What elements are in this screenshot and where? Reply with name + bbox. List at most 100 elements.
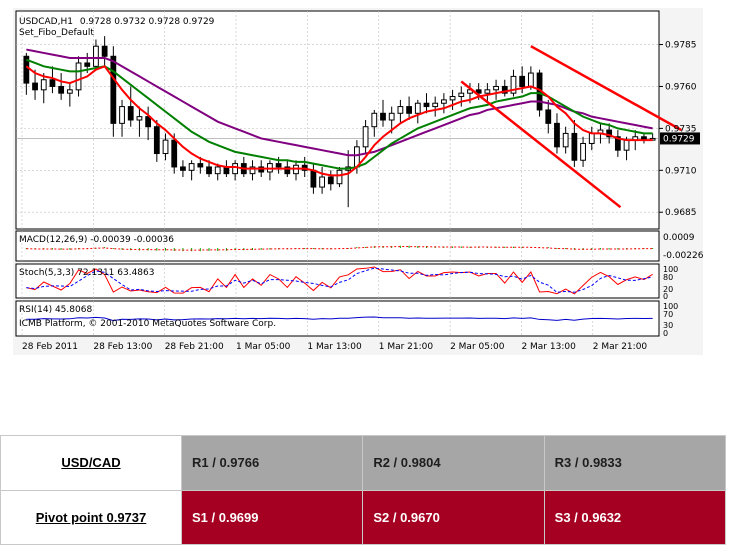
candle-body	[127, 106, 134, 121]
s2-cell: S2 / 0.9670	[362, 489, 545, 545]
price-tick-label: 0.9735	[665, 124, 697, 134]
ohlc-header: 0.9728 0.9732 0.9728 0.9729	[80, 17, 215, 27]
time-label: 1 Mar 05:00	[236, 342, 291, 352]
time-label: 28 Feb 21:00	[165, 342, 224, 352]
candle-body	[388, 112, 395, 121]
candle-body	[223, 166, 230, 175]
stoch-tick-label: 0	[663, 292, 668, 301]
candle-body	[623, 139, 630, 151]
candle-body	[110, 55, 117, 124]
r1-cell: R1 / 0.9766	[180, 435, 364, 491]
stoch-signal-line	[26, 267, 653, 293]
candle-body	[527, 72, 534, 87]
channel-layer	[460, 45, 682, 209]
time-label: 2 Mar 21:00	[593, 342, 648, 352]
candle-body	[32, 82, 38, 91]
price-tick-label: 0.9685	[665, 208, 697, 218]
macd-tick-label: -0.00226	[663, 251, 703, 261]
candle-body	[40, 79, 47, 91]
time-label: 2 Mar 13:00	[521, 342, 576, 352]
pair-cell: USD/CAD	[0, 435, 182, 491]
channel-upper-line	[530, 45, 682, 132]
time-label: 1 Mar 21:00	[379, 342, 434, 352]
candle-body	[119, 106, 125, 124]
copyright-label: ICMB Platform, © 2001-2010 MetaQuotes So…	[19, 319, 276, 329]
chart-svg: 28 Feb 2011 28 Feb 13:00 28 Feb 21:00 1 Mar…	[15, 10, 704, 352]
candle-body	[414, 102, 421, 114]
candle-body	[371, 112, 378, 128]
time-label: 28 Feb 2011	[22, 342, 78, 352]
current-price-label: 0.9729	[663, 134, 695, 144]
candle-body	[545, 109, 552, 124]
candle-body	[171, 139, 178, 168]
chart-title: USDCAD,H1 0.9728 0.9732 0.9728 0.9729	[19, 17, 215, 27]
candle-body	[180, 166, 186, 171]
candle-body	[580, 142, 586, 161]
stoch-label: Stoch(5,3,3) 72.1311 63.4863	[19, 268, 154, 278]
candle-body	[153, 126, 160, 155]
candle-body	[75, 62, 82, 91]
candle-body	[380, 112, 386, 121]
s1-cell: S1 / 0.9699	[180, 489, 364, 545]
template-label: Set_Fibo_Default	[19, 28, 94, 38]
support-row: Pivot point 0.9737 S1 / 0.9699 S2 / 0.96…	[0, 489, 727, 545]
candle-body	[214, 166, 221, 175]
candle-body	[206, 166, 212, 175]
time-label: 1 Mar 13:00	[307, 342, 362, 352]
candle-body	[614, 136, 621, 151]
macd-signal-line	[26, 246, 653, 251]
rsi-tick-label: 100	[663, 302, 678, 311]
price-chart: 28 Feb 2011 28 Feb 13:00 28 Feb 21:00 1 Mar…	[13, 8, 704, 355]
candle-body	[136, 116, 143, 121]
ma-red-line	[25, 65, 653, 177]
candle-body	[188, 163, 195, 171]
candle-body	[275, 163, 282, 168]
candle-body	[362, 126, 369, 148]
price-tick-label: 0.9760	[665, 82, 697, 92]
candle-body	[336, 169, 343, 185]
candle-body	[440, 99, 447, 104]
candle-body	[84, 62, 91, 67]
axis-layer: 28 Feb 2011 28 Feb 13:00 28 Feb 21:00 1 Mar…	[22, 41, 704, 352]
candle-body	[562, 132, 569, 148]
candle-body	[66, 89, 73, 94]
macd-label: MACD(12,26,9) -0.00039 -0.00036	[19, 235, 174, 245]
candle-body	[284, 166, 291, 175]
candle-body	[449, 96, 456, 101]
stoch-tick-label: 80	[663, 273, 673, 282]
candle-body	[327, 176, 334, 185]
ma-purple-line	[26, 48, 653, 157]
candle-body	[249, 166, 256, 175]
candle-body	[197, 163, 204, 168]
candle-body	[101, 45, 108, 57]
candle-body	[232, 163, 239, 175]
ma-layer	[25, 48, 653, 177]
candle-body	[475, 89, 482, 94]
candle-body	[554, 122, 560, 148]
price-tick-label: 0.9785	[665, 41, 697, 51]
stoch-main-line	[26, 266, 653, 295]
r2-cell: R2 / 0.9804	[362, 435, 545, 491]
candle-body	[606, 129, 613, 138]
grid-layer	[16, 11, 659, 336]
channel-lower-line	[460, 80, 622, 209]
pivot-table: USD/CAD R1 / 0.9766 R2 / 0.9804 R3 / 0.9…	[0, 435, 727, 545]
candle-body	[406, 106, 412, 114]
candle-body	[310, 169, 317, 188]
macd-pane-frame	[15, 230, 660, 262]
current-price-box	[660, 132, 700, 145]
s3-cell: S3 / 0.9632	[543, 489, 727, 545]
candle-body	[23, 55, 30, 84]
stoch-tick-label: 100	[663, 265, 678, 274]
stoch-tick-label: 20	[663, 285, 673, 294]
candle-body	[484, 89, 491, 94]
rsi-label: RSI(14) 45.8068	[19, 305, 92, 315]
candle-body	[58, 85, 65, 94]
candle-body	[93, 45, 99, 67]
time-label: 2 Mar 05:00	[450, 342, 505, 352]
pivot-point-cell: Pivot point 0.9737	[0, 489, 182, 545]
candle-body	[571, 132, 578, 161]
symbol-label: USDCAD,H1	[19, 17, 73, 27]
resistance-row: USD/CAD R1 / 0.9766 R2 / 0.9804 R3 / 0.9…	[0, 435, 727, 491]
candle-body	[519, 75, 526, 87]
